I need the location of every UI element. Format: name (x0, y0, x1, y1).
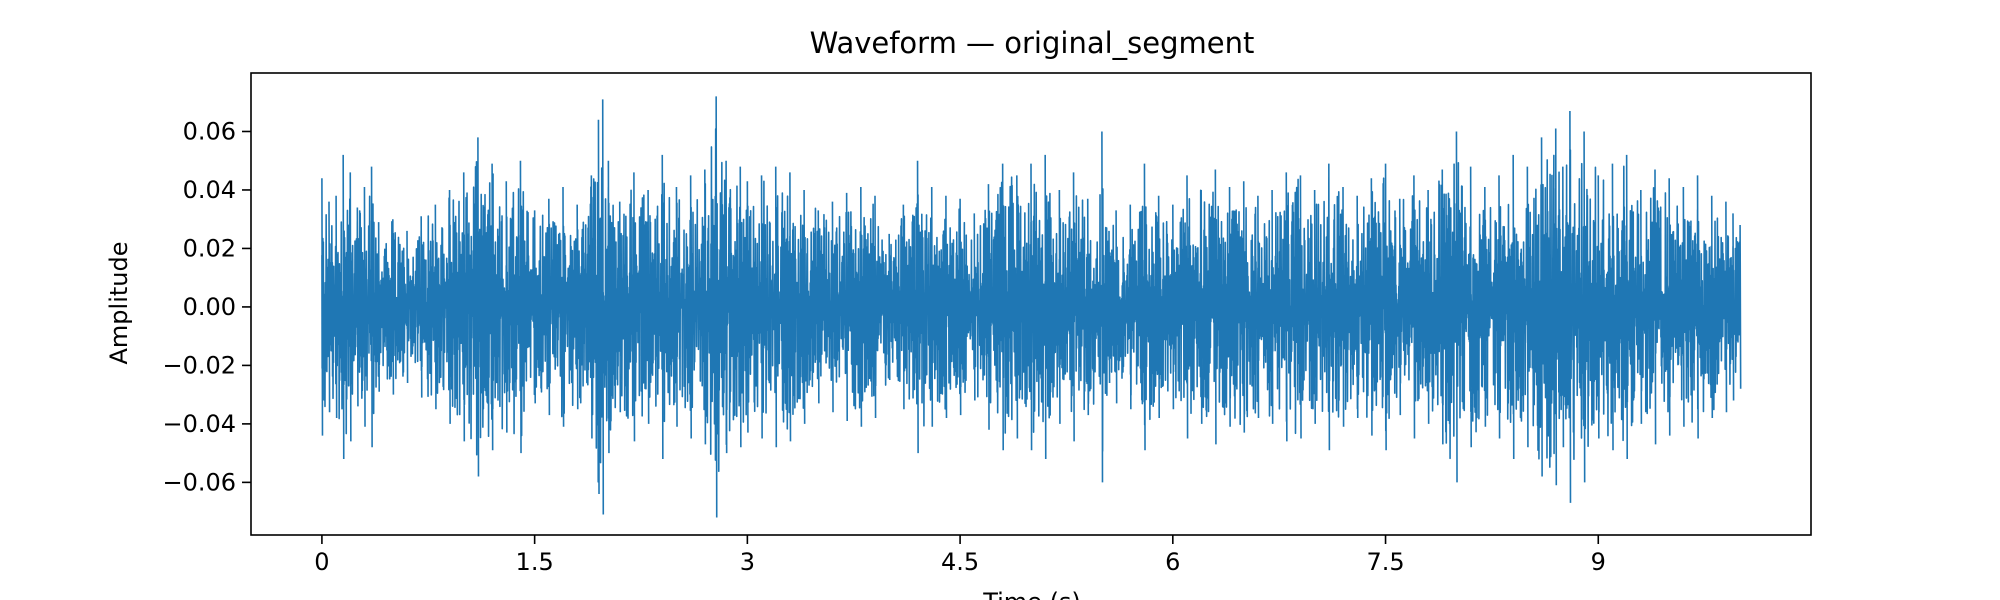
x-tick-label: 0 (314, 548, 329, 576)
y-tick-label: −0.02 (162, 351, 236, 379)
x-tick-label: 3 (740, 548, 755, 576)
x-axis-label: Time (s) (982, 588, 1081, 600)
x-tick-label: 9 (1591, 548, 1606, 576)
y-tick-label: −0.04 (162, 410, 236, 438)
y-tick-label: 0.04 (183, 176, 236, 204)
y-tick-label: 0.06 (183, 117, 236, 145)
waveform-line (321, 96, 1742, 518)
x-axis: 0 1.5 3 4.5 6 7.5 9 (314, 535, 1606, 576)
x-tick-label: 7.5 (1366, 548, 1404, 576)
x-tick-label: 4.5 (941, 548, 979, 576)
x-tick-label: 1.5 (516, 548, 554, 576)
y-axis: −0.06 −0.04 −0.02 0.00 0.02 0.04 0.06 (162, 117, 251, 496)
y-axis-label: Amplitude (105, 242, 133, 365)
plot-frame (250, 72, 1812, 536)
plot-area (250, 72, 1812, 536)
y-tick-label: 0.02 (183, 234, 236, 262)
y-tick-label: 0.00 (183, 293, 236, 321)
x-tick-label: 6 (1165, 548, 1180, 576)
chart-title: Waveform — original_segment (810, 26, 1255, 60)
y-tick-label: −0.06 (162, 468, 236, 496)
